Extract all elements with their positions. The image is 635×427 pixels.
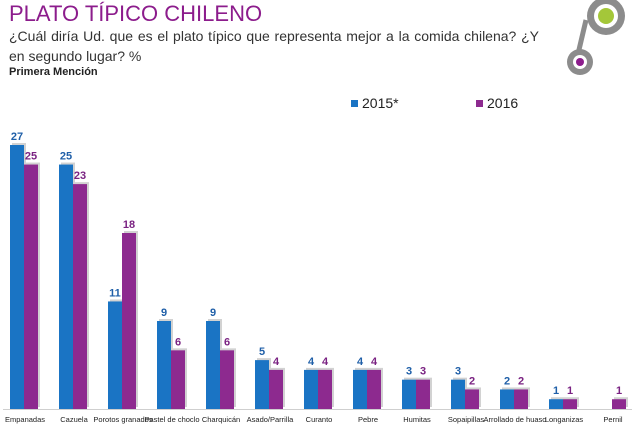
- data-label: 6: [224, 336, 230, 348]
- data-label: 18: [123, 219, 135, 231]
- data-label: 1: [553, 385, 559, 397]
- category-label: Humitas: [403, 415, 431, 424]
- bar-2016: [318, 369, 332, 409]
- data-label: 2: [518, 375, 524, 387]
- bar-2015: [304, 369, 318, 409]
- category-label: Charquicán: [202, 415, 240, 424]
- data-label: 9: [210, 307, 216, 319]
- category-label: Sopaipillas: [448, 415, 485, 424]
- legend-swatch: [476, 100, 483, 107]
- category-label: Pebre: [358, 415, 378, 424]
- page-title: PLATO TÍPICO CHILENO: [9, 1, 263, 26]
- data-label: 3: [455, 366, 461, 378]
- bar-2016: [367, 369, 381, 409]
- bar-2015: [353, 369, 367, 409]
- bar-2015: [157, 321, 171, 409]
- data-label: 4: [357, 356, 364, 368]
- bar-2016: [171, 350, 185, 409]
- data-label: 25: [60, 151, 72, 163]
- data-label: 25: [25, 151, 37, 163]
- data-label: 5: [259, 346, 265, 358]
- legend-swatch: [351, 100, 358, 107]
- data-label: 3: [420, 366, 426, 378]
- legend-label: 2015*: [362, 95, 399, 111]
- chart-bars: [10, 143, 628, 409]
- bar-2016: [122, 233, 136, 409]
- bar-2016: [465, 389, 479, 409]
- category-label: Curanto: [306, 415, 333, 424]
- data-label: 4: [273, 356, 280, 368]
- category-label: Longanizas: [545, 415, 584, 424]
- bar-2016: [514, 389, 528, 409]
- bar-2016: [416, 379, 430, 409]
- category-label: Cazuela: [60, 415, 88, 424]
- logo-circle-purple: [576, 58, 584, 66]
- bar-2015: [108, 301, 122, 409]
- data-label: 4: [371, 356, 378, 368]
- bar-2016: [24, 164, 38, 409]
- bar-2015: [549, 399, 563, 409]
- data-label: 6: [175, 336, 181, 348]
- data-label: 3: [406, 366, 412, 378]
- bar-2016: [563, 399, 577, 409]
- bar-2015: [255, 360, 269, 409]
- bar-2016: [612, 399, 626, 409]
- data-label: 4: [322, 356, 329, 368]
- logo-circle-green: [598, 8, 614, 24]
- data-label: 1: [567, 385, 573, 397]
- data-label: 23: [74, 170, 86, 182]
- data-label: 9: [161, 307, 167, 319]
- chart-subtitle: Primera Mención: [9, 66, 98, 78]
- category-label: Empanadas: [5, 415, 45, 424]
- category-label: Pastel de choclo: [144, 415, 199, 424]
- data-label: 11: [109, 287, 121, 299]
- logo-connector: [575, 19, 589, 55]
- category-label: Asado/Parrilla: [247, 415, 295, 424]
- data-label: 2: [504, 375, 510, 387]
- bar-2016: [73, 184, 87, 409]
- data-label: 2: [469, 375, 475, 387]
- data-label: 27: [11, 131, 23, 143]
- data-label: 4: [308, 356, 315, 368]
- bar-2015: [402, 379, 416, 409]
- survey-question: ¿Cuál diría Ud. que es el plato típico q…: [9, 28, 539, 64]
- legend-label: 2016: [487, 95, 518, 111]
- brand-circles-logo: [567, 0, 625, 75]
- bar-2015: [500, 389, 514, 409]
- bar-2016: [269, 369, 283, 409]
- category-label: Pernil: [603, 415, 623, 424]
- bar-2015: [59, 164, 73, 409]
- chart-legend: 2015* 2016: [351, 95, 518, 111]
- data-label: 1: [616, 385, 622, 397]
- bar-2016: [220, 350, 234, 409]
- bar-2015: [451, 379, 465, 409]
- bar-2015: [10, 145, 24, 409]
- bar-2015: [206, 321, 220, 409]
- category-label: Arrollado de huaso: [484, 415, 547, 424]
- category-label: Porotos granados: [93, 415, 152, 424]
